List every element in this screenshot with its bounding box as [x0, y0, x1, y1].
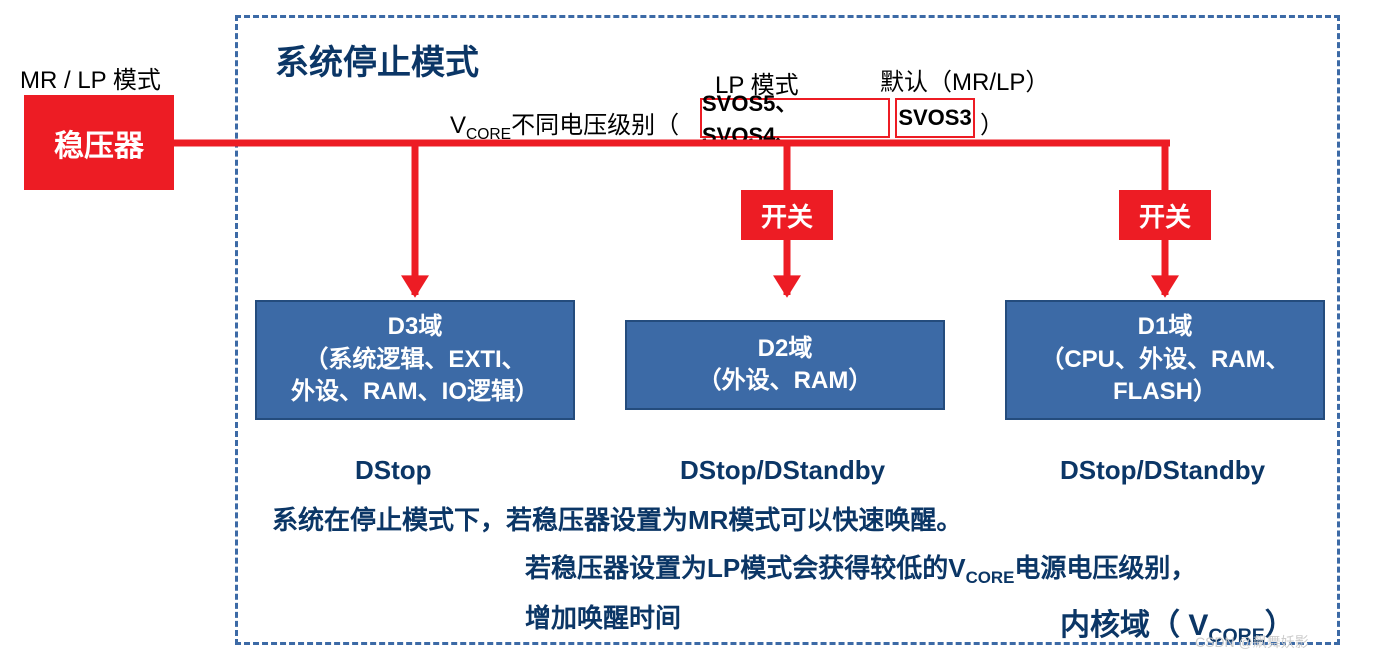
- mr-lp-mode-label: MR / LP 模式: [20, 60, 161, 95]
- domain-d1-line2: （CPU、外设、RAM、: [1040, 344, 1289, 376]
- domain-d1-line3: FLASH）: [1113, 376, 1217, 408]
- svos-box-a: SVOS5、SVOS4、: [700, 98, 890, 138]
- domain-d1-title: D1域: [1138, 311, 1193, 343]
- switch-box-2: 开关: [1119, 190, 1211, 240]
- domain-d3-title: D3域: [388, 311, 443, 343]
- domain-d2-title: D2域: [758, 333, 813, 365]
- domain-d3-line2: （系统逻辑、EXTI、: [304, 344, 525, 376]
- diagram-title: 系统停止模式: [275, 35, 479, 84]
- watermark: CSDN @飙舞妖影: [1195, 632, 1309, 652]
- note-line3: 增加唤醒时间: [525, 598, 681, 635]
- domain-d3-mode: DStop: [355, 455, 432, 486]
- domain-box-d2: D2域（外设、RAM）: [625, 320, 945, 410]
- note-line2: 若稳压器设置为LP模式会获得较低的VCORE电源电压级别，: [525, 548, 1196, 588]
- domain-box-d1: D1域（CPU、外设、RAM、FLASH）: [1005, 300, 1325, 420]
- domain-box-d3: D3域（系统逻辑、EXTI、外设、RAM、IO逻辑）: [255, 300, 575, 420]
- domain-d2-line2: （外设、RAM）: [698, 365, 873, 397]
- switch-box-1: 开关: [741, 190, 833, 240]
- domain-d3-line3: 外设、RAM、IO逻辑）: [291, 376, 539, 408]
- vcore-level-label: VCORE不同电压级别（: [450, 105, 679, 144]
- vcore-close-paren: ）: [980, 105, 1004, 140]
- note-line1: 系统在停止模式下，若稳压器设置为MR模式可以快速唤醒。: [272, 500, 962, 537]
- domain-d2-mode: DStop/DStandby: [680, 455, 885, 486]
- regulator-label: 稳压器: [54, 121, 144, 165]
- svos-box-b: SVOS3: [895, 98, 975, 138]
- default-mode-label: 默认（MR/LP）: [880, 62, 1049, 97]
- domain-d1-mode: DStop/DStandby: [1060, 455, 1265, 486]
- regulator-box: 稳压器: [24, 95, 174, 190]
